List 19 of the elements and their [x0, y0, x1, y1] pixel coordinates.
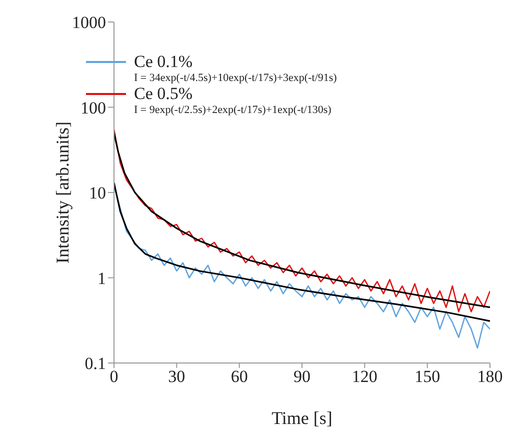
x-tick-label: 180	[477, 367, 503, 386]
x-tick-label: 150	[414, 367, 440, 386]
y-axis-title: Intensity [arb.units]	[52, 122, 72, 264]
line-series	[114, 182, 490, 322]
y-tick-label: 1000	[72, 13, 106, 32]
annotation: I = 34exp(-t/4.5s)+10exp(-t/17s)+3exp(-t/91s)	[134, 72, 337, 84]
x-tick-label: 0	[110, 367, 118, 386]
y-tick-label: 1	[98, 268, 106, 288]
y-tick-label: 10	[89, 184, 106, 203]
annotation: I = 9exp(-t/2.5s)+2exp(-t/17s)+1exp(-t/130s)	[134, 104, 332, 116]
x-tick-label: 30	[168, 367, 186, 386]
y-tick-label: 0.1	[84, 354, 106, 374]
y-tick-label: 100	[80, 98, 106, 118]
x-axis-title: Time [s]	[272, 408, 332, 428]
legend-label: Ce 0.1%	[134, 52, 193, 72]
x-tick-label: 60	[230, 367, 248, 386]
x-tick-label: 120	[352, 367, 378, 386]
legend-label: Ce 0.5%	[134, 84, 193, 104]
x-tick-label: 90	[294, 367, 310, 386]
